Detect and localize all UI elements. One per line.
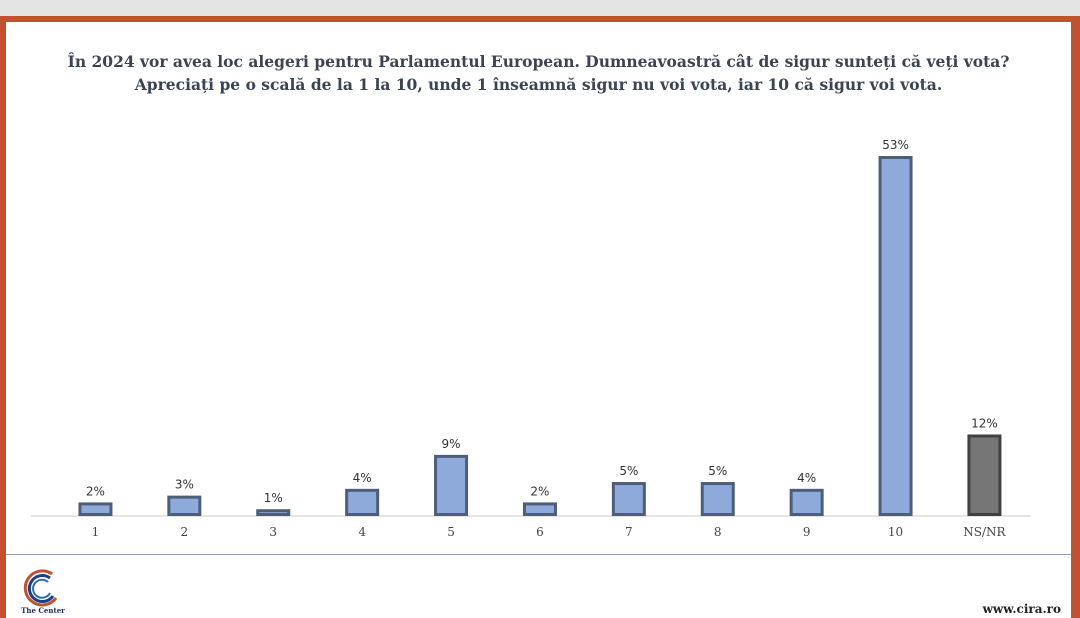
logo-text: The Center [21,606,65,615]
x-tick-label: 4 [358,525,366,539]
x-tick-label: 2 [181,525,189,539]
bar-chart: 2% 1 3% 2 1% 3 4% 4 9% 5 2% 6 5% 7 5% 8 4% 9 53% 10 12% NS/NR [31,138,1031,539]
data-label: 9% [442,437,461,451]
data-label: 1% [264,491,283,505]
data-label: 4% [353,471,372,485]
bar-9 [789,488,824,516]
x-tick-label: NS/NR [963,525,1006,539]
x-tick-label: 6 [536,525,544,539]
data-label: 2% [86,484,105,498]
x-tick-label: 9 [803,525,811,539]
data-label: 5% [708,464,727,478]
the-center-logo [23,569,58,607]
bar-1 [78,502,113,516]
bar-3 [256,509,291,516]
bar-4 [345,488,380,516]
x-tick-label: 10 [888,525,903,539]
bar-5 [434,454,469,516]
data-label: 12% [971,416,998,430]
chart-title: În 2024 vor avea loc alegeri pentru Parl… [67,52,1010,94]
data-label: 3% [175,478,194,492]
bar-7 [611,482,646,516]
bar-8 [700,482,735,516]
data-label: 53% [882,138,909,152]
bar-6 [522,502,557,516]
data-label: 4% [797,471,816,485]
x-tick-label: 8 [714,525,722,539]
slide: În 2024 vor avea loc alegeri pentru Parl… [6,22,1071,618]
bar-ns-nr [967,434,1002,516]
website-url[interactable]: www.cira.ro [982,602,1061,616]
footer-divider [6,554,1071,555]
bar-2 [167,495,202,516]
data-label: 2% [530,484,549,498]
x-tick-label: 5 [447,525,455,539]
bar-10 [878,156,913,516]
data-label: 5% [619,464,638,478]
x-tick-label: 3 [269,525,277,539]
x-tick-label: 1 [92,525,100,539]
x-tick-label: 7 [625,525,633,539]
